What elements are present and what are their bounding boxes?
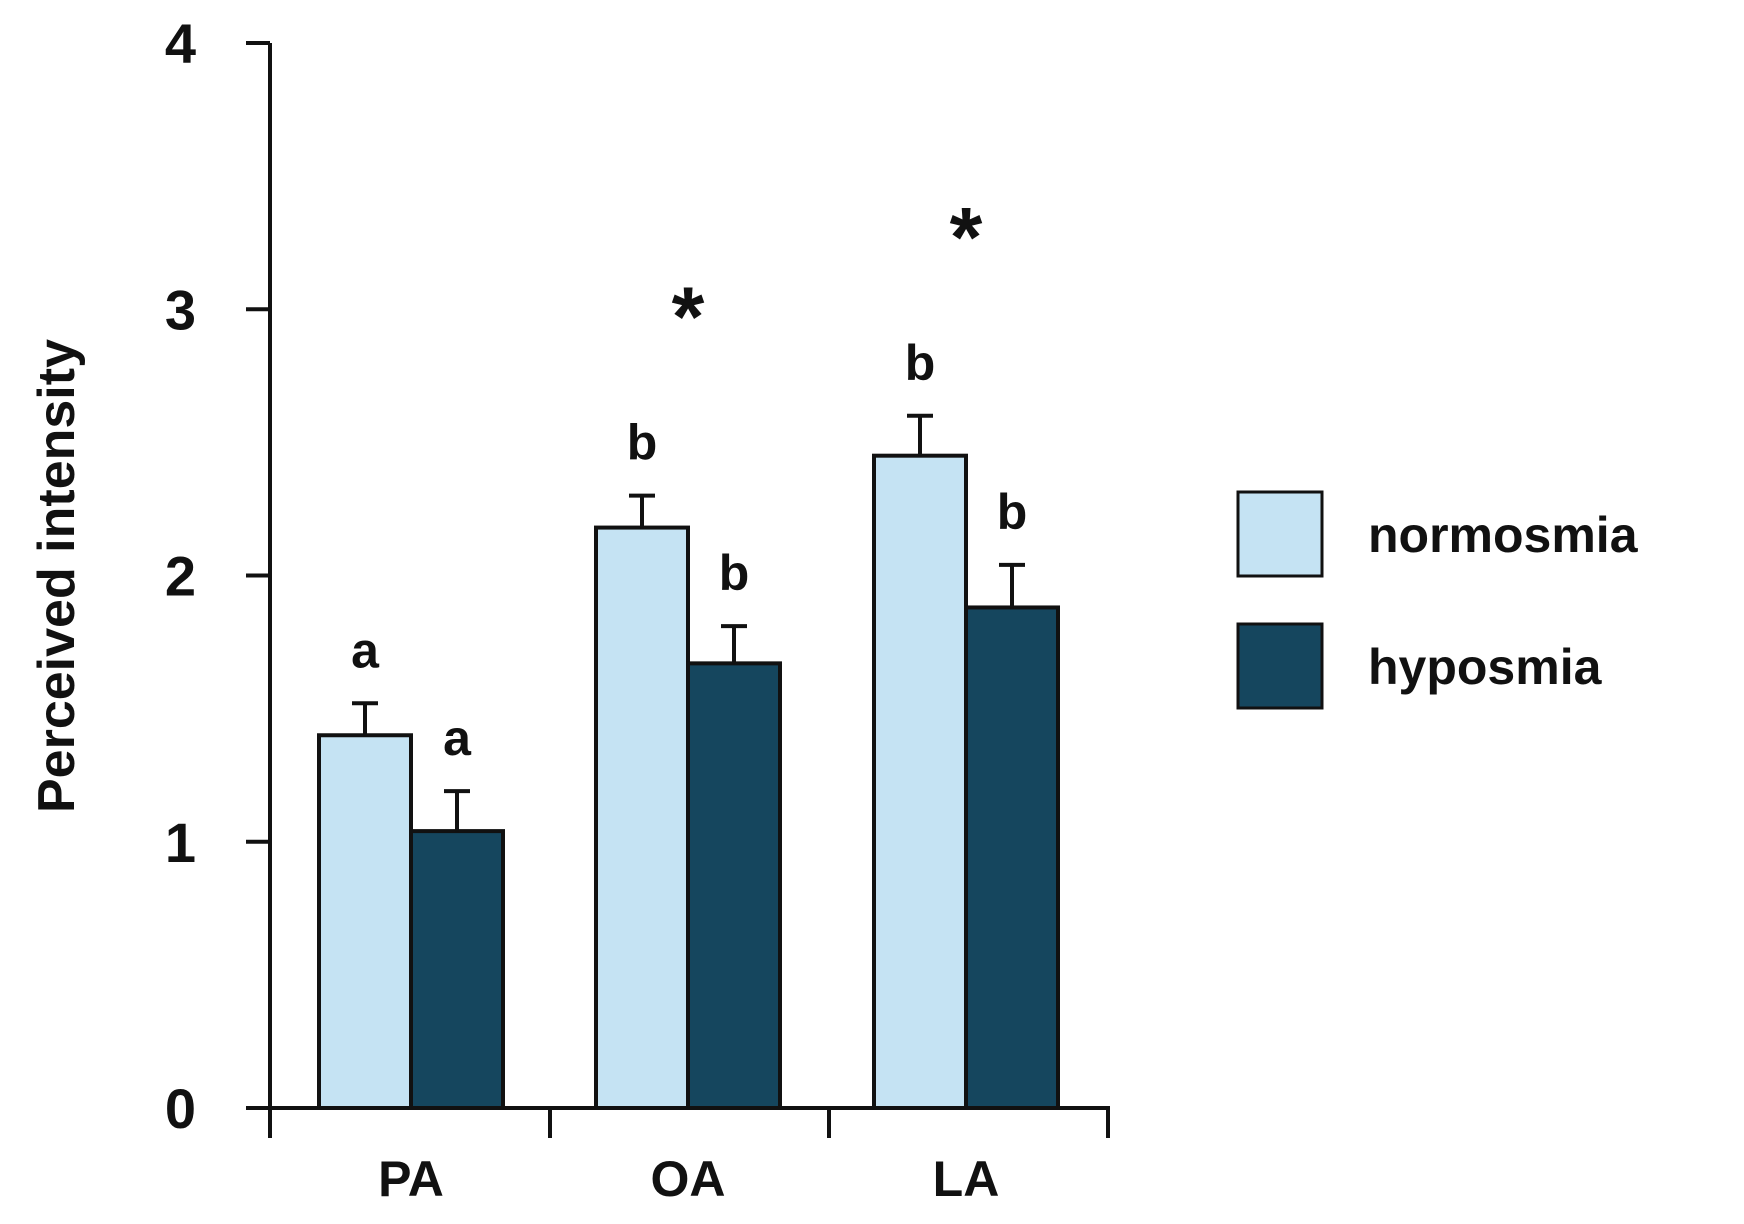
legend-swatch-normosmia	[1236, 490, 1324, 578]
significance-letter-normosmia-PA: a	[351, 622, 380, 678]
bar-hyposmia-PA	[409, 829, 505, 1110]
legend-label-hyposmia: hyposmia	[1368, 639, 1603, 695]
significance-star-OA: *	[672, 270, 705, 364]
significance-letter-hyposmia-OA: b	[719, 545, 750, 601]
x-tick-label-OA: OA	[651, 1151, 726, 1207]
significance-letter-hyposmia-PA: a	[443, 710, 472, 766]
significance-letter-normosmia-LA: b	[905, 335, 936, 391]
bar-hyposmia-LA	[964, 605, 1060, 1110]
axes: 0 1 2 3 4 PA OA LA	[165, 12, 1110, 1207]
legend-swatch-hyposmia	[1236, 622, 1324, 710]
bars	[317, 413, 1060, 1110]
y-tick-label-3: 3	[165, 278, 196, 341]
significance-letter-hyposmia-LA: b	[997, 484, 1028, 540]
x-tick-label-PA: PA	[378, 1151, 444, 1207]
y-tick-label-4: 4	[165, 12, 196, 75]
bar-normosmia-OA	[594, 525, 690, 1110]
y-tick-label-1: 1	[165, 811, 196, 874]
y-tick-label-2: 2	[165, 545, 196, 608]
bar-normosmia-PA	[317, 733, 413, 1110]
legend-label-normosmia: normosmia	[1368, 507, 1639, 563]
bar-hyposmia-OA	[686, 661, 782, 1110]
y-tick-label-0: 0	[165, 1077, 196, 1140]
significance-letter-normosmia-OA: b	[627, 415, 658, 471]
legend: normosmia hyposmia	[1236, 490, 1639, 710]
x-tick-label-LA: LA	[933, 1151, 1000, 1207]
y-axis-title: Perceived intensity	[28, 339, 86, 813]
significance-star-LA: *	[950, 190, 983, 284]
bar-normosmia-LA	[872, 453, 968, 1110]
